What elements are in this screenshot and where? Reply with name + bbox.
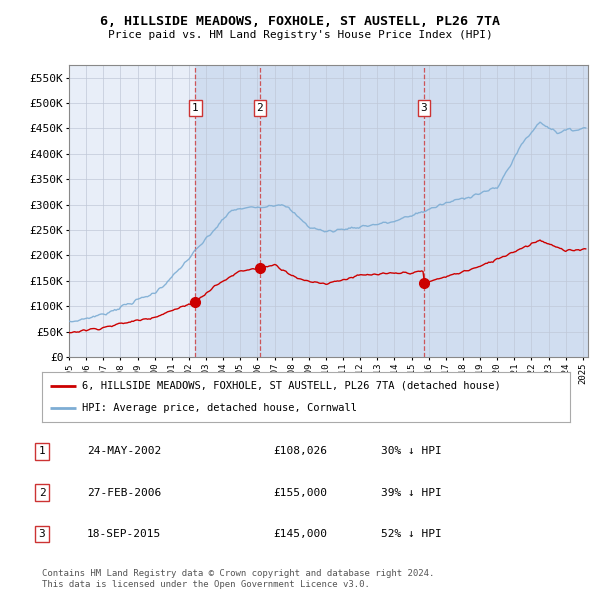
Text: 18-SEP-2015: 18-SEP-2015 (87, 529, 161, 539)
Bar (260, 65, 424, 357)
Text: 52% ↓ HPI: 52% ↓ HPI (381, 529, 442, 539)
Text: 6, HILLSIDE MEADOWS, FOXHOLE, ST AUSTELL, PL26 7TA: 6, HILLSIDE MEADOWS, FOXHOLE, ST AUSTELL… (100, 15, 500, 28)
Text: £145,000: £145,000 (273, 529, 327, 539)
Text: 27-FEB-2006: 27-FEB-2006 (87, 488, 161, 497)
Bar (424, 65, 588, 357)
Text: HPI: Average price, detached house, Cornwall: HPI: Average price, detached house, Corn… (82, 403, 356, 413)
Text: Contains HM Land Registry data © Crown copyright and database right 2024.
This d: Contains HM Land Registry data © Crown c… (42, 569, 434, 589)
Text: 2: 2 (38, 488, 46, 497)
Text: £155,000: £155,000 (273, 488, 327, 497)
Text: 30% ↓ HPI: 30% ↓ HPI (381, 447, 442, 456)
Bar (196, 65, 260, 357)
Text: 39% ↓ HPI: 39% ↓ HPI (381, 488, 442, 497)
Text: 24-MAY-2002: 24-MAY-2002 (87, 447, 161, 456)
Text: 3: 3 (38, 529, 46, 539)
Text: 1: 1 (192, 103, 199, 113)
Text: 6, HILLSIDE MEADOWS, FOXHOLE, ST AUSTELL, PL26 7TA (detached house): 6, HILLSIDE MEADOWS, FOXHOLE, ST AUSTELL… (82, 381, 500, 391)
Text: 3: 3 (421, 103, 427, 113)
Text: Price paid vs. HM Land Registry's House Price Index (HPI): Price paid vs. HM Land Registry's House … (107, 30, 493, 40)
Text: 2: 2 (257, 103, 263, 113)
Text: 1: 1 (38, 447, 46, 456)
Text: £108,026: £108,026 (273, 447, 327, 456)
